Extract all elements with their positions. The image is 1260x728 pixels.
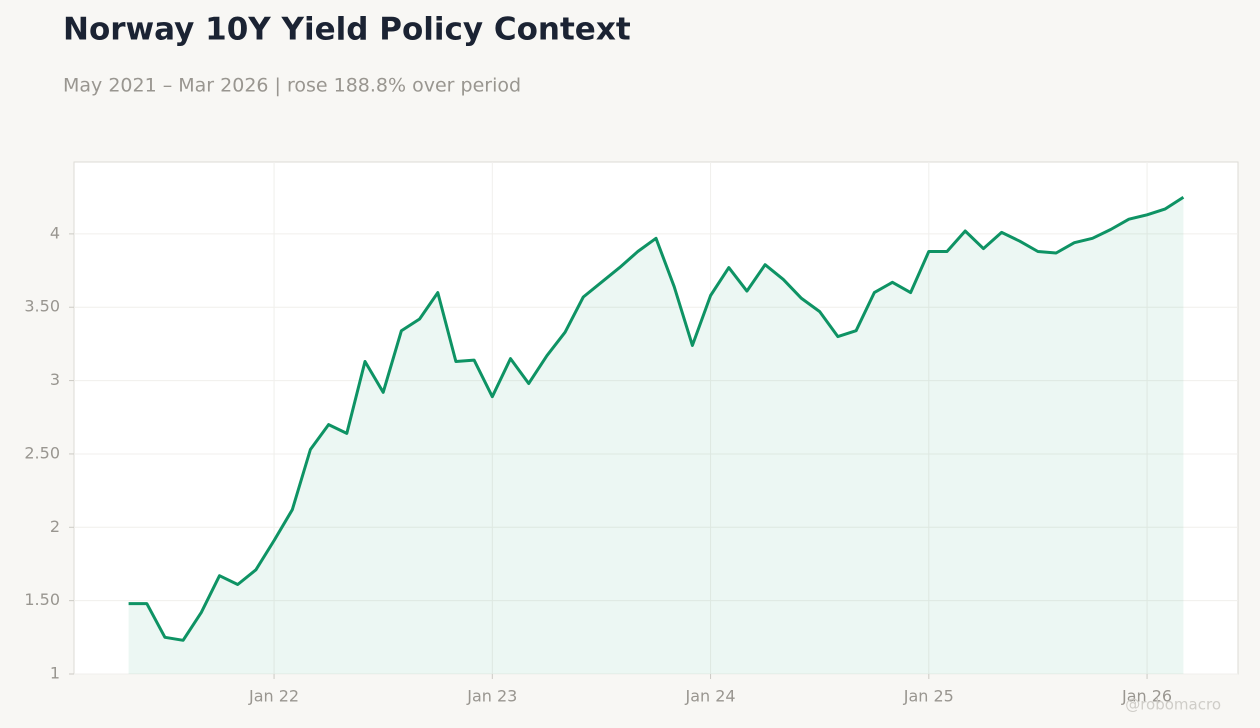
x-tick-label: Jan 23 bbox=[466, 687, 517, 706]
area bbox=[128, 197, 1184, 674]
x-tick-label: Jan 24 bbox=[685, 687, 736, 706]
y-tick-label: 3.50 bbox=[24, 297, 60, 316]
y-tick-label: 3 bbox=[50, 370, 60, 389]
y-tick-label: 2 bbox=[50, 517, 60, 536]
chart-subtitle: May 2021 – Mar 2026 | rose 188.8% over p… bbox=[63, 75, 521, 97]
chart-title: Norway 10Y Yield Policy Context bbox=[63, 12, 631, 48]
y-tick-label: 1.50 bbox=[24, 590, 60, 609]
x-tick-label: Jan 22 bbox=[248, 687, 299, 706]
y-tick-label: 4 bbox=[50, 223, 60, 242]
x-tick-label: Jan 25 bbox=[903, 687, 954, 706]
y-tick-label: 2.50 bbox=[24, 443, 60, 462]
watermark: @robomacro bbox=[1125, 696, 1221, 714]
x-tick-label: Jan 26 bbox=[1121, 687, 1172, 706]
y-tick-label: 1 bbox=[50, 664, 60, 683]
line bbox=[128, 195, 1185, 642]
plot-area bbox=[73, 161, 1239, 675]
